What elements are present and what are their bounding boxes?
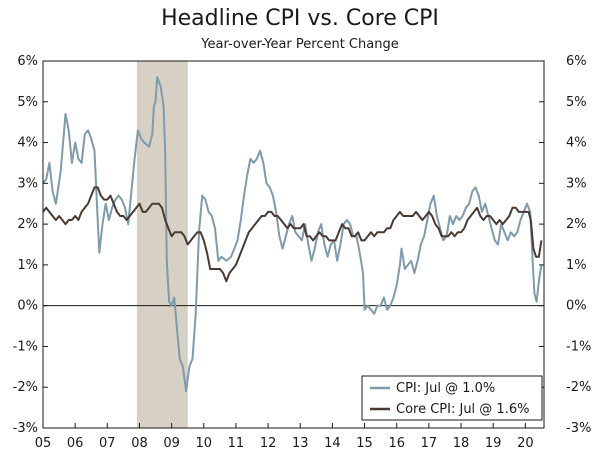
x-tick-label: 13 [292,436,309,451]
y-tick-label-left: 3% [17,176,38,191]
y-tick-label-right: -1% [566,339,591,354]
y-tick-label-left: 5% [17,95,38,110]
x-tick-label: 11 [228,436,245,451]
y-tick-label-left: -3% [13,421,38,436]
y-tick-label-left: -2% [13,380,38,395]
x-tick-label: 08 [131,436,148,451]
x-tick-label: 20 [517,436,534,451]
x-tick-label: 17 [421,436,438,451]
y-tick-label-right: 2% [566,217,587,232]
x-tick-label: 07 [99,436,116,451]
y-tick-label-right: 1% [566,258,587,273]
recession-shade [136,61,188,428]
x-tick-label: 12 [260,436,277,451]
x-tick-label: 16 [388,436,405,451]
chart-subtitle: Year-over-Year Percent Change [201,37,399,52]
y-tick-label-right: 0% [566,299,587,314]
y-tick-label-left: 4% [17,136,38,151]
y-tick-label-left: -1% [13,339,38,354]
x-tick-label: 15 [356,436,373,451]
legend-box [361,375,543,421]
y-tick-label-right: -2% [566,380,591,395]
y-tick-label-right: 3% [566,176,587,191]
series-layer [42,76,543,393]
y-tick-label-right: -3% [566,421,591,436]
y-tick-label-right: 6% [566,54,587,69]
x-tick-label: 06 [67,436,84,451]
x-tick-label: 19 [485,436,502,451]
x-tick-label: 18 [453,436,470,451]
axis-ticks-layer: 6% 6% 5% 5% 4% 4% 3% 3% 2% 2% 1% 1% 0% 0% -1% -1% -2% -2%… [13,54,592,451]
x-tick-label: 10 [196,436,213,451]
legend-label: Core CPI: Jul @ 1.6% [396,402,529,417]
legend: CPI: Jul @ 1.0% Core CPI: Jul @ 1.6% [361,375,543,421]
y-tick-label-left: 6% [17,54,38,69]
y-tick-label-right: 5% [566,95,587,110]
legend-label: CPI: Jul @ 1.0% [396,381,495,396]
x-tick-label: 14 [324,436,341,451]
y-tick-label-left: 1% [17,258,38,273]
chart-title: Headline CPI vs. Core CPI [161,6,439,31]
y-tick-label-right: 4% [566,136,587,151]
recession-shading-layer [136,61,188,428]
x-tick-label: 05 [35,436,52,451]
x-tick-label: 09 [163,436,180,451]
series-line-core-cpi [42,186,543,283]
y-tick-label-left: 2% [17,217,38,232]
plot-frame [42,60,545,429]
y-tick-label-left: 0% [17,299,38,314]
series-line-cpi [42,76,543,393]
